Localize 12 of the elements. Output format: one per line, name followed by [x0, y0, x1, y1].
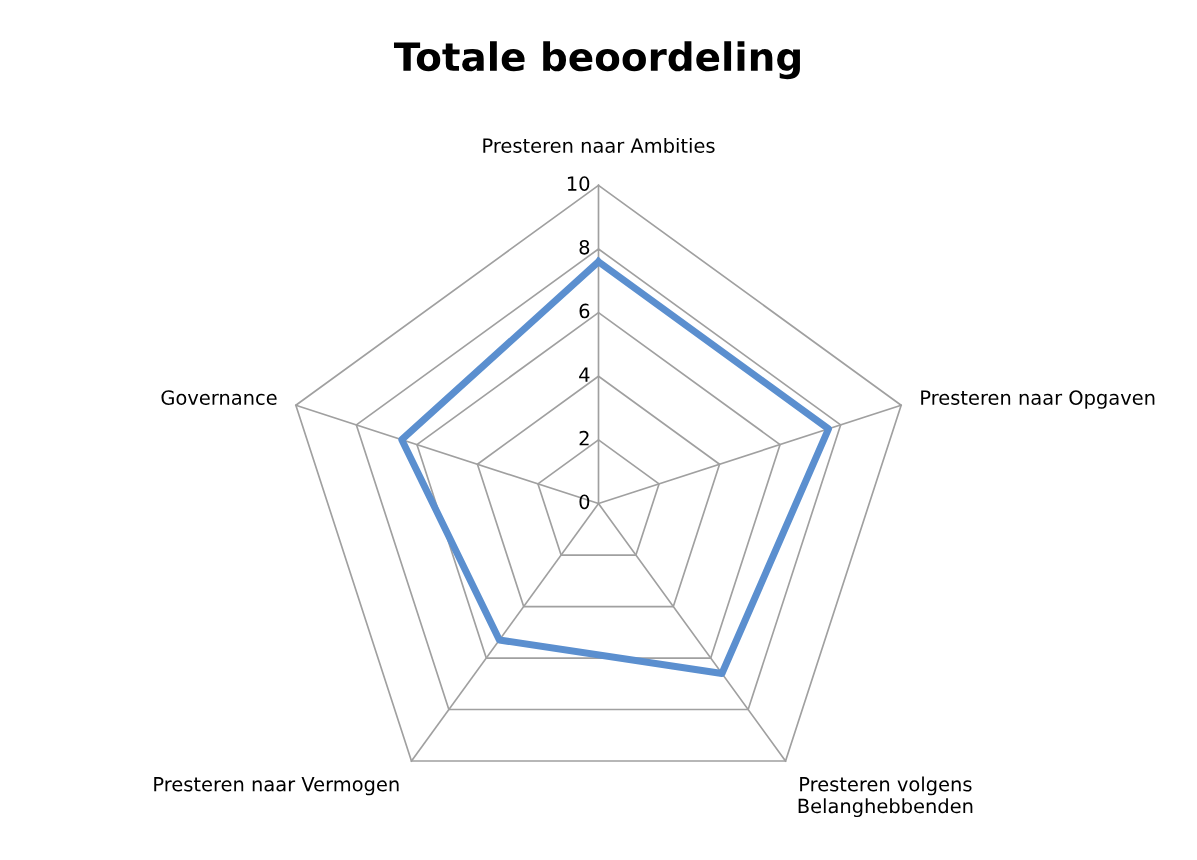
spoke-label: Presteren naar Vermogen — [154, 777, 399, 796]
y-tick-label: 10 — [567, 176, 590, 191]
y-tick-label: 2 — [579, 430, 589, 446]
y-tick-label: 0 — [579, 494, 590, 510]
spoke-label: Presteren naar Ambities — [483, 137, 715, 153]
spoke-label: Presteren naar Opgaven — [921, 390, 1155, 409]
spoke-label: Presteren volgens Belanghebbenden — [798, 776, 973, 818]
chart-title: Totale beoordeling — [393, 41, 800, 80]
y-tick-label: 8 — [579, 239, 590, 255]
y-tick-label: 6 — [579, 303, 590, 319]
spoke-label: Governance — [161, 390, 277, 405]
y-tick-label: 4 — [579, 367, 590, 382]
